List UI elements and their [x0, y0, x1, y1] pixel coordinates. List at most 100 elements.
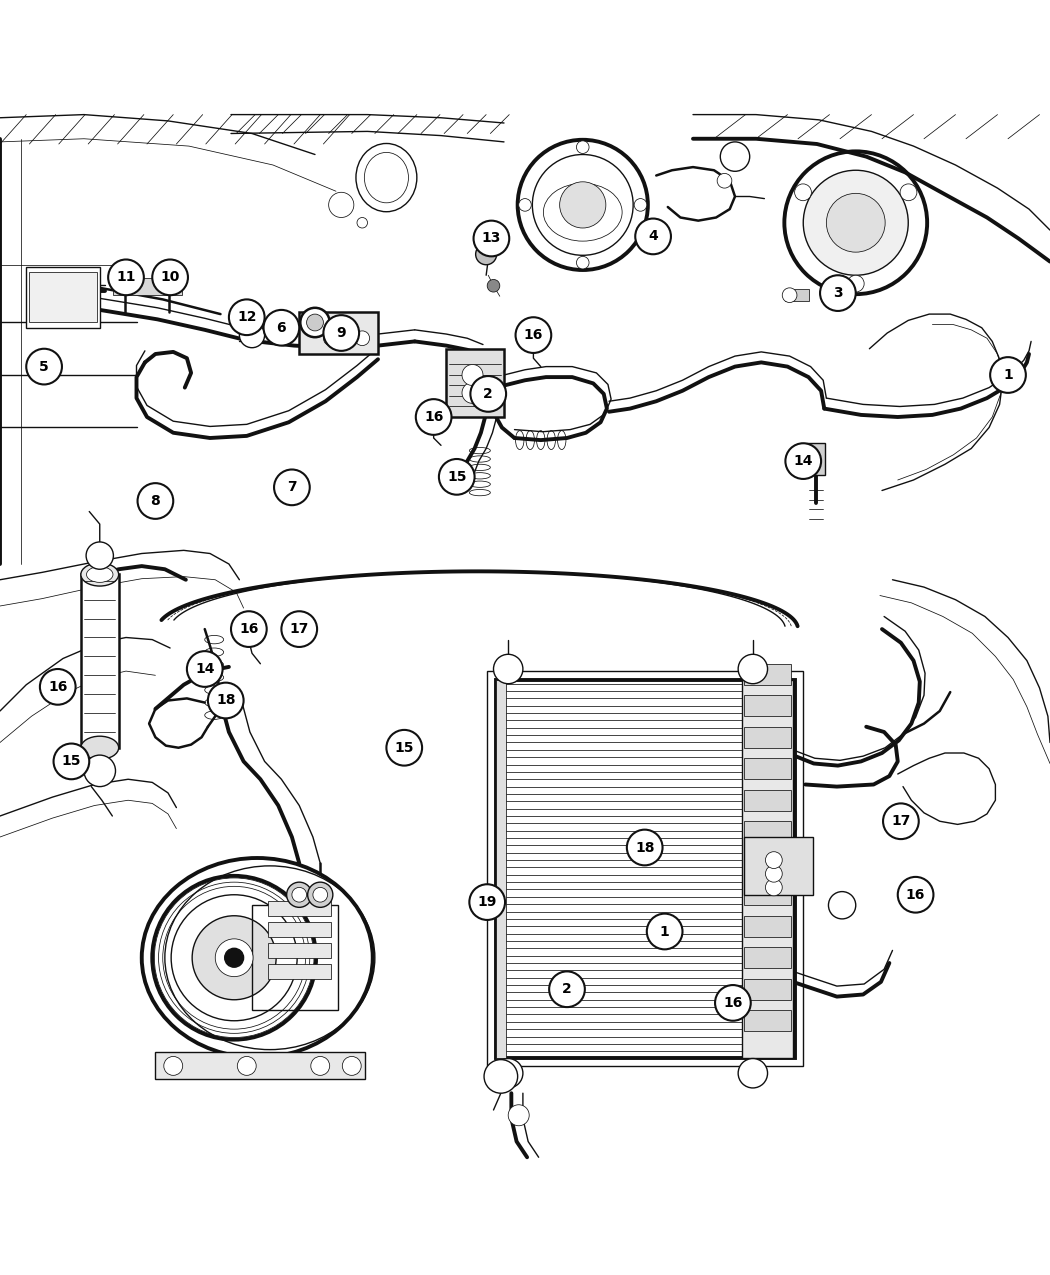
Bar [26, 266, 100, 328]
Circle shape [516, 317, 551, 353]
Circle shape [828, 891, 856, 919]
Text: 5: 5 [39, 360, 49, 374]
Circle shape [229, 300, 265, 335]
Circle shape [474, 221, 509, 256]
Bar [155, 1052, 365, 1079]
Circle shape [487, 279, 500, 292]
Text: 12: 12 [237, 310, 256, 324]
Bar [744, 695, 791, 717]
Circle shape [765, 852, 782, 868]
Ellipse shape [111, 261, 138, 293]
Ellipse shape [163, 266, 176, 284]
Circle shape [308, 882, 333, 908]
Circle shape [26, 349, 62, 385]
Bar [744, 947, 791, 968]
Text: 10: 10 [161, 270, 180, 284]
Circle shape [208, 682, 244, 718]
Text: 16: 16 [524, 328, 543, 342]
Circle shape [192, 915, 276, 1000]
Circle shape [292, 887, 307, 903]
Circle shape [355, 332, 370, 346]
Text: 16: 16 [723, 996, 742, 1010]
Text: 11: 11 [117, 270, 135, 284]
Text: 14: 14 [195, 662, 214, 676]
Text: 15: 15 [62, 755, 81, 769]
Bar [268, 922, 331, 937]
Ellipse shape [142, 858, 373, 1057]
Ellipse shape [158, 260, 181, 289]
Circle shape [476, 244, 497, 265]
Circle shape [307, 314, 323, 332]
Bar [744, 915, 791, 937]
Circle shape [215, 938, 253, 977]
Bar [744, 1010, 791, 1031]
Text: 15: 15 [395, 741, 414, 755]
Circle shape [152, 260, 188, 296]
Text: 15: 15 [447, 470, 466, 483]
Circle shape [138, 483, 173, 519]
Text: 16: 16 [424, 411, 443, 425]
Circle shape [634, 199, 647, 212]
Bar [268, 964, 331, 979]
Circle shape [738, 1058, 768, 1088]
Bar [268, 901, 331, 915]
Bar [744, 979, 791, 1000]
Circle shape [738, 654, 768, 683]
Circle shape [900, 184, 917, 200]
Text: 3: 3 [833, 286, 843, 300]
Circle shape [765, 878, 782, 896]
Ellipse shape [86, 566, 113, 583]
Circle shape [635, 218, 671, 254]
Text: 16: 16 [239, 622, 258, 636]
Bar [744, 836, 813, 895]
Circle shape [494, 1058, 523, 1088]
Circle shape [225, 949, 244, 968]
Circle shape [313, 887, 328, 903]
Text: 17: 17 [290, 622, 309, 636]
Text: 16: 16 [48, 680, 67, 694]
Bar [785, 289, 808, 301]
Circle shape [720, 142, 750, 171]
Bar [744, 789, 791, 811]
Circle shape [108, 260, 144, 296]
Circle shape [469, 885, 505, 921]
Circle shape [323, 315, 359, 351]
Circle shape [287, 882, 312, 908]
Circle shape [420, 402, 447, 428]
Circle shape [470, 376, 506, 412]
Text: 6: 6 [276, 321, 287, 335]
Circle shape [549, 972, 585, 1007]
Bar [744, 664, 791, 685]
Text: 7: 7 [287, 481, 297, 495]
Text: 2: 2 [483, 386, 493, 400]
Circle shape [717, 173, 732, 189]
Circle shape [883, 803, 919, 839]
Bar [742, 680, 793, 1057]
Text: 9: 9 [336, 326, 346, 340]
Circle shape [520, 319, 547, 347]
Bar [744, 885, 791, 905]
Bar [496, 680, 795, 1057]
Circle shape [795, 184, 812, 200]
Circle shape [647, 914, 682, 950]
Bar [744, 853, 791, 873]
Circle shape [484, 1060, 518, 1093]
Ellipse shape [117, 268, 132, 287]
Ellipse shape [81, 736, 119, 760]
Bar [268, 944, 331, 958]
Circle shape [264, 310, 299, 346]
Text: 18: 18 [635, 840, 654, 854]
Text: 14: 14 [794, 454, 813, 468]
Circle shape [235, 613, 262, 640]
Text: 13: 13 [482, 232, 501, 246]
Circle shape [803, 171, 908, 275]
Text: 2: 2 [562, 982, 572, 996]
Circle shape [416, 399, 452, 435]
Text: 16: 16 [906, 887, 925, 901]
Circle shape [386, 729, 422, 765]
Circle shape [494, 654, 523, 683]
Circle shape [560, 182, 606, 228]
Circle shape [820, 275, 856, 311]
Bar [806, 444, 825, 474]
Circle shape [164, 1057, 183, 1075]
